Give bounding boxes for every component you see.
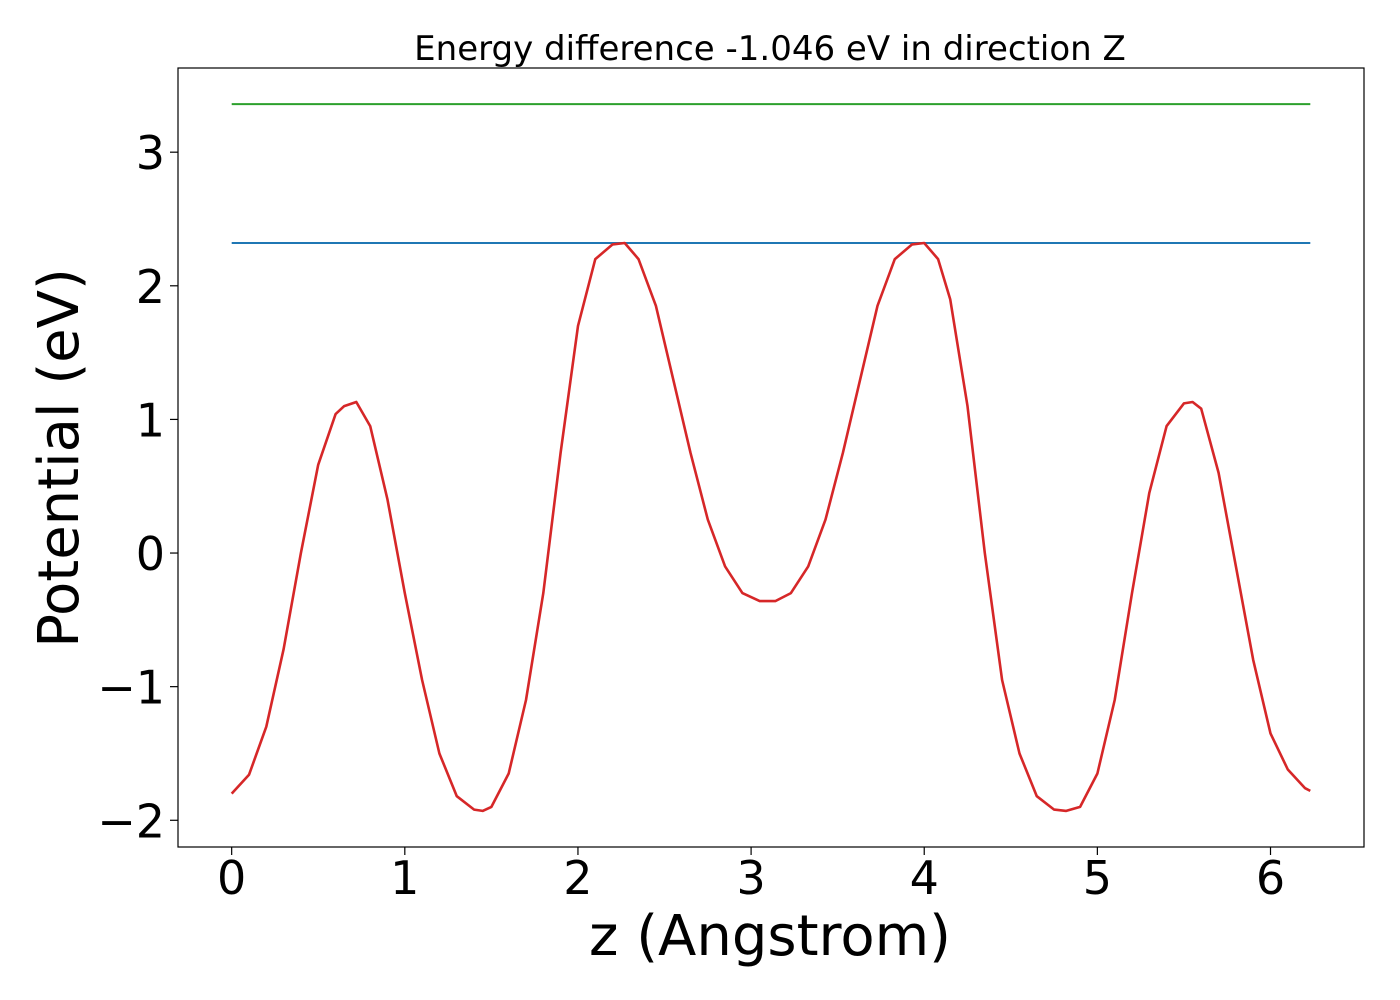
y-tick-label: −2 bbox=[97, 794, 165, 848]
x-tick-label: 5 bbox=[1083, 851, 1112, 905]
x-axis-ticks: 0 1 2 3 4 5 6 bbox=[217, 847, 1285, 905]
x-tick-label: 3 bbox=[736, 851, 765, 905]
x-axis-label: z (Angstrom) bbox=[589, 904, 951, 969]
x-tick-label: 0 bbox=[217, 851, 246, 905]
y-axis-label: Potential (eV) bbox=[27, 268, 92, 648]
plot-series bbox=[230, 103, 1311, 813]
y-tick-label: 3 bbox=[136, 126, 165, 180]
y-tick-label: 2 bbox=[136, 260, 165, 314]
y-tick-label: 0 bbox=[136, 527, 165, 581]
series-line-1 bbox=[230, 241, 1311, 813]
x-tick-label: 1 bbox=[390, 851, 419, 905]
y-tick-label: 1 bbox=[136, 393, 165, 447]
plot-frame bbox=[177, 67, 1365, 848]
x-tick-label: 2 bbox=[563, 851, 592, 905]
y-tick-label: −1 bbox=[97, 661, 165, 715]
x-tick-label: 6 bbox=[1256, 851, 1285, 905]
chart-title: Energy difference -1.046 eV in direction… bbox=[414, 29, 1126, 69]
y-axis-ticks: −2 −1 0 1 2 3 bbox=[97, 126, 178, 848]
x-tick-label: 4 bbox=[910, 851, 939, 905]
